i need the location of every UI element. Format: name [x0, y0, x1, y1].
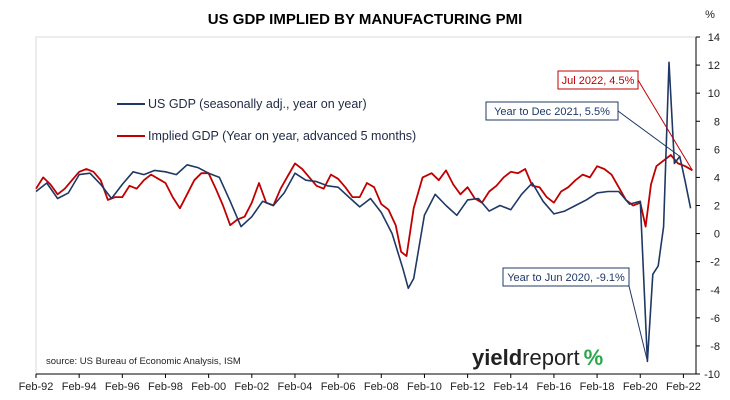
legend-label-implied: Implied GDP (Year on year, advanced 5 mo…	[148, 129, 416, 143]
y-tick-label: 10	[708, 88, 720, 100]
x-tick-label: Feb-18	[580, 381, 615, 393]
x-tick-label: Feb-10	[407, 381, 442, 393]
logo-text-report: report	[522, 345, 579, 370]
y-tick-label: -2	[710, 257, 720, 269]
y-tick-label: 12	[708, 60, 720, 72]
y-tick-label: -10	[704, 369, 720, 381]
x-tick-label: Feb-16	[536, 381, 571, 393]
y-tick-label: 6	[714, 144, 720, 156]
y-tick-label: -4	[710, 285, 720, 297]
legend-label-gdp: US GDP (seasonally adj., year on year)	[148, 97, 367, 111]
x-tick-label: Feb-12	[450, 381, 485, 393]
series-line-gdp	[35, 61, 692, 363]
x-tick-label: Feb-00	[191, 381, 226, 393]
annotation-label: Year to Jun 2020, -9.1%	[507, 272, 625, 284]
series-layer	[35, 61, 693, 363]
y-unit-label: %	[705, 9, 715, 21]
y-tick-label: -8	[710, 341, 720, 353]
y-tick-label: 8	[714, 116, 720, 128]
x-tick-label: Feb-92	[19, 381, 54, 393]
source-note: source: US Bureau of Economic Analysis, …	[46, 356, 241, 367]
annotation-box	[485, 101, 619, 121]
x-tick-label: Feb-04	[278, 381, 313, 393]
annotations: Jul 2022, 4.5% Year to Dec 2021, 5.5% Year…	[485, 70, 693, 362]
x-tick-label: Feb-02	[234, 381, 269, 393]
annotation-leader	[628, 285, 648, 362]
x-tick-label: Feb-22	[666, 381, 701, 393]
y-tick-label: 14	[708, 32, 720, 44]
y-axis: 14 12 10 8 6 4 2 0 -2 -4 -6 -8 -10%	[695, 9, 720, 381]
x-tick-label: Feb-06	[321, 381, 356, 393]
annotation-box	[557, 70, 639, 90]
annotation-label: Jul 2022, 4.5%	[562, 75, 635, 87]
x-tick-label: Feb-98	[148, 381, 183, 393]
chart-title: US GDP IMPLIED BY MANUFACTURING PMI	[208, 11, 522, 28]
annotation-leader	[637, 79, 693, 171]
x-tick-label: Feb-94	[62, 381, 97, 393]
x-axis: Feb-92 Feb-94 Feb-96 Feb-98 Feb-00 Feb-02 Feb-…	[19, 373, 701, 393]
yieldreport-logo: yieldreport%	[472, 345, 603, 370]
series-line-implied	[35, 154, 693, 258]
y-tick-label: -6	[710, 313, 720, 325]
legend: US GDP (seasonally adj., year on year) Im…	[117, 97, 416, 143]
svg-text:yieldreport%: yieldreport%	[472, 345, 603, 370]
x-tick-label: Feb-14	[493, 381, 528, 393]
logo-percent-icon: %	[584, 345, 604, 370]
annotation-label: Year to Dec 2021, 5.5%	[494, 106, 610, 118]
y-tick-label: 4	[714, 172, 720, 184]
logo-text-yield: yield	[472, 345, 522, 370]
y-tick-label: 0	[714, 229, 720, 241]
y-tick-label: 2	[714, 201, 720, 213]
annotation-leader	[617, 110, 681, 157]
x-tick-label: Feb-96	[105, 381, 140, 393]
x-tick-label: Feb-08	[364, 381, 399, 393]
x-tick-label: Feb-20	[623, 381, 658, 393]
annotation-box	[502, 267, 630, 287]
